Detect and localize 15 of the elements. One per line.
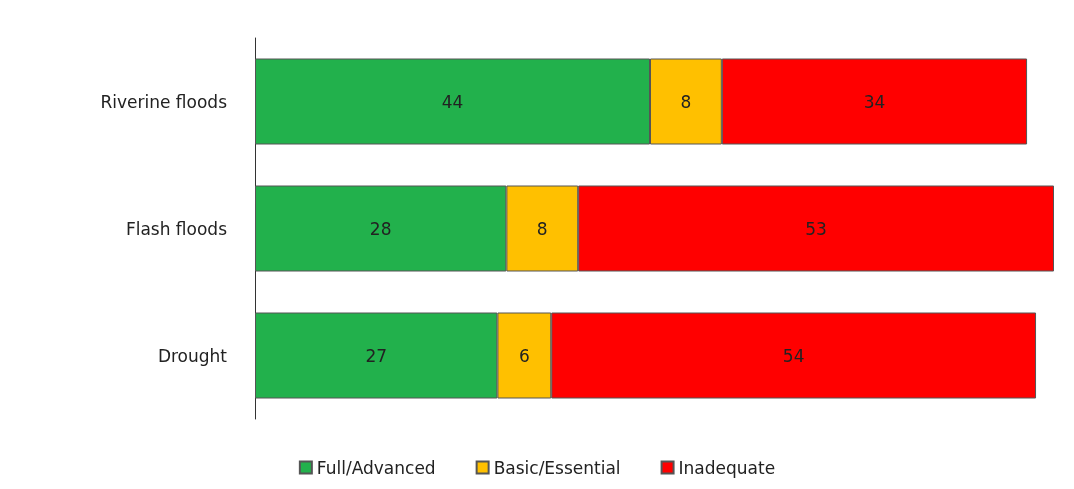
data-label: 8 — [536, 218, 548, 239]
data-label: 28 — [369, 218, 392, 239]
y-tick-label: Drought — [157, 345, 228, 366]
data-label: 6 — [518, 345, 530, 366]
data-label: 53 — [805, 218, 827, 239]
legend-label: Basic/Essential — [493, 457, 621, 478]
legend-label: Inadequate — [678, 457, 776, 478]
data-label: 44 — [441, 91, 464, 112]
y-tick-label: Flash floods — [125, 218, 228, 239]
legend-label: Full/Advanced — [316, 457, 436, 478]
data-label: 54 — [782, 345, 805, 366]
data-label: 34 — [863, 91, 886, 112]
data-label: 27 — [365, 345, 388, 366]
data-label: 8 — [680, 91, 692, 112]
y-tick-label: Riverine floods — [100, 91, 228, 112]
